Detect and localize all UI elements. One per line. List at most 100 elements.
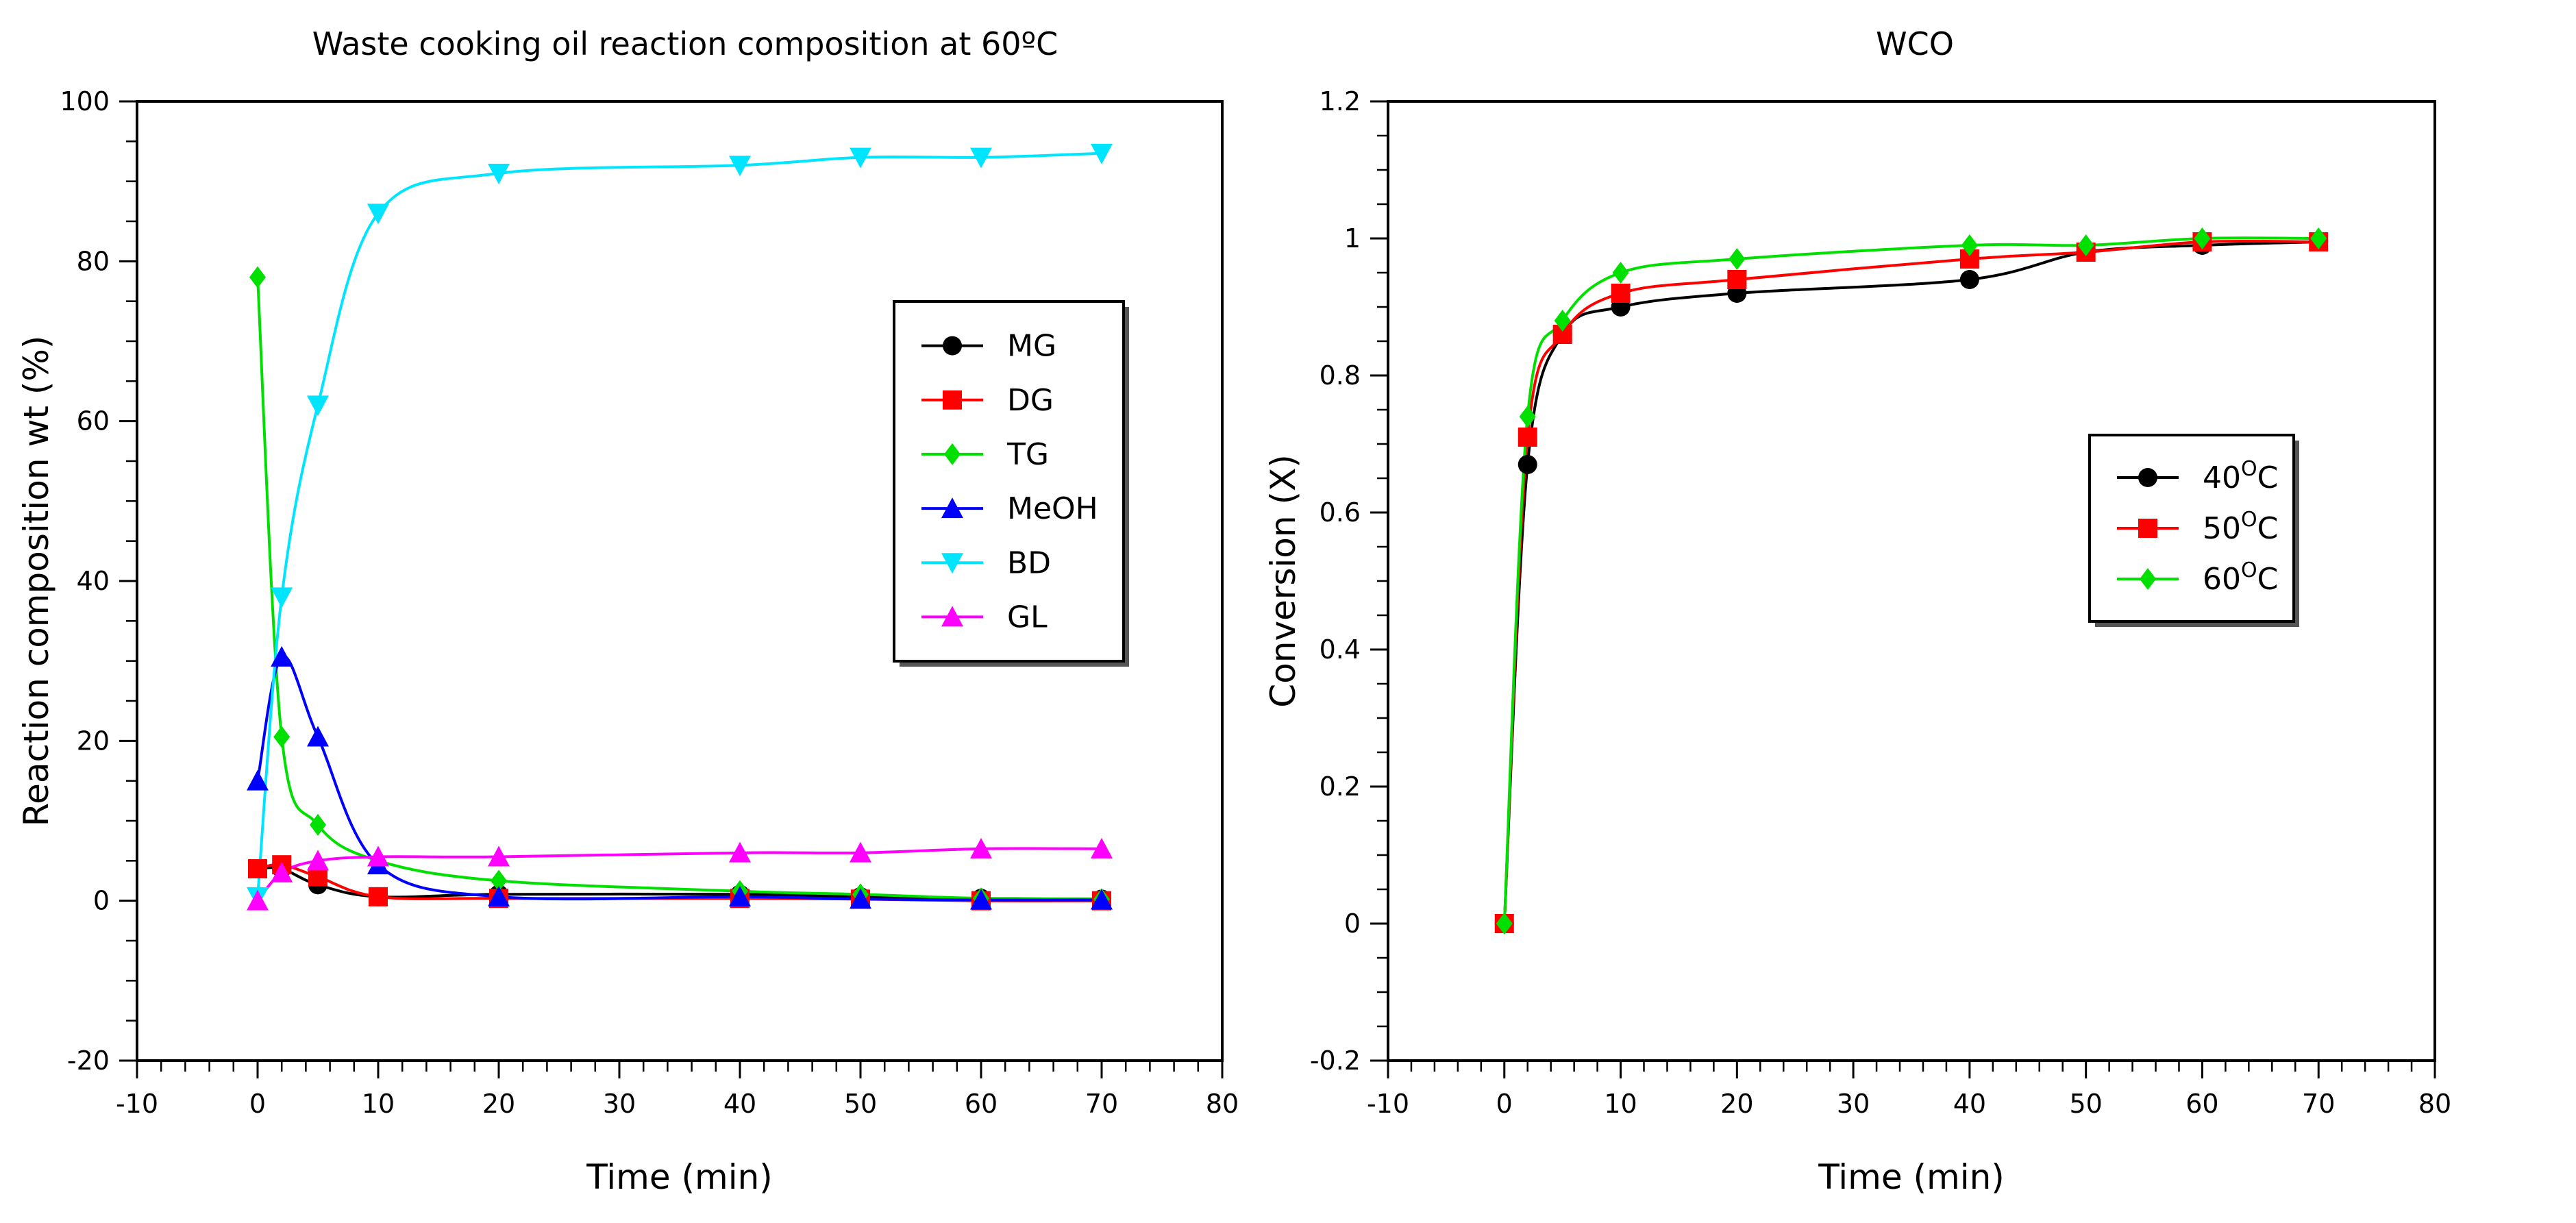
y-tick-label: 0.6 bbox=[1320, 497, 1361, 528]
x-axis-label: Time (min) bbox=[1818, 1157, 2005, 1197]
x-tick-label: -10 bbox=[1367, 1089, 1409, 1119]
legend-box bbox=[893, 300, 1125, 663]
data-point-bd bbox=[367, 203, 389, 225]
data-point-60c bbox=[1729, 248, 1746, 270]
y-tick-label: 0.8 bbox=[1320, 360, 1361, 391]
x-axis-label: Time (min) bbox=[586, 1157, 773, 1197]
data-point-tg bbox=[491, 869, 507, 892]
legend-label-dg: DG bbox=[1007, 383, 1054, 418]
y-tick-label: 0 bbox=[1344, 909, 1361, 939]
legend-swatch-marker-bd bbox=[941, 553, 963, 574]
legend-degree-symbol: O bbox=[2241, 508, 2257, 532]
data-point-60c bbox=[2194, 227, 2211, 249]
data-point-gl bbox=[850, 841, 871, 863]
data-point-60c bbox=[1612, 262, 1629, 284]
data-point-tg bbox=[310, 813, 326, 836]
data-point-dg bbox=[248, 859, 267, 878]
data-point-meoh bbox=[729, 885, 751, 906]
data-point-gl bbox=[970, 837, 992, 858]
data-point-meoh bbox=[488, 885, 510, 906]
legend-unit: C bbox=[2257, 460, 2279, 495]
legend-degree-symbol: O bbox=[2241, 457, 2257, 481]
data-point-gl bbox=[307, 850, 329, 871]
x-tick-label: 30 bbox=[603, 1089, 636, 1119]
data-point-50c bbox=[1611, 284, 1631, 303]
legend-unit: C bbox=[2257, 511, 2279, 546]
data-point-bd bbox=[488, 164, 510, 184]
y-tick-label: 60 bbox=[77, 406, 110, 436]
legend-label-tg: TG bbox=[1006, 437, 1049, 472]
x-tick-label: 20 bbox=[482, 1089, 515, 1119]
series-line-60c bbox=[1502, 236, 2319, 924]
data-point-dg bbox=[369, 887, 388, 906]
data-point-bd bbox=[970, 147, 992, 169]
data-point-bd bbox=[271, 587, 293, 608]
x-tick-label: 80 bbox=[1206, 1089, 1239, 1119]
x-tick-label: 80 bbox=[2418, 1089, 2451, 1119]
x-tick-label: 40 bbox=[1953, 1089, 1986, 1119]
data-point-meoh bbox=[307, 726, 329, 747]
legend-label-bd: BD bbox=[1007, 545, 1051, 580]
y-tick-label: 100 bbox=[60, 86, 110, 116]
legend-swatch-marker-mg bbox=[943, 336, 962, 356]
legend-unit: C bbox=[2257, 562, 2279, 597]
legend-swatch-marker-tg bbox=[944, 443, 961, 465]
data-point-50c bbox=[1518, 428, 1537, 447]
chart-composition: Waste cooking oil reaction composition a… bbox=[16, 25, 1239, 1197]
data-point-60c bbox=[1961, 234, 1978, 256]
x-tick-label: 10 bbox=[1604, 1089, 1637, 1119]
data-point-gl bbox=[367, 845, 389, 867]
legend: MG DG TG MeOH BD GL bbox=[893, 300, 1129, 667]
data-point-gl bbox=[1091, 837, 1113, 858]
series-line-meoh bbox=[256, 654, 1102, 902]
y-tick-label: 80 bbox=[77, 246, 110, 276]
data-point-gl bbox=[271, 861, 293, 882]
legend: 40OC 50OC 60OC bbox=[2088, 434, 2299, 627]
data-point-meoh bbox=[970, 889, 992, 910]
data-point-60c bbox=[1519, 406, 1536, 428]
legend-label-40c: 40OC bbox=[2203, 457, 2278, 495]
y-tick-label: 20 bbox=[77, 726, 110, 756]
data-point-bd bbox=[850, 147, 871, 169]
data-point-60c bbox=[1554, 310, 1571, 332]
data-point-50c bbox=[1727, 270, 1747, 289]
y-tick-label: -0.2 bbox=[1310, 1046, 1361, 1076]
series-line-tg bbox=[256, 277, 1102, 901]
x-tick-label: 10 bbox=[362, 1089, 395, 1119]
x-tick-label: -10 bbox=[116, 1089, 158, 1119]
y-axis-label: Conversion (X) bbox=[1263, 454, 1303, 707]
legend-swatch-marker-meoh bbox=[941, 497, 963, 519]
legend-label-50c: 50OC bbox=[2203, 508, 2278, 546]
x-tick-label: 20 bbox=[1720, 1089, 1753, 1119]
data-point-60c bbox=[2310, 227, 2327, 249]
x-tick-label: 60 bbox=[2185, 1089, 2218, 1119]
y-tick-label: 0 bbox=[93, 886, 110, 916]
data-point-bd bbox=[1091, 143, 1113, 164]
y-tick-label: 0.4 bbox=[1320, 634, 1361, 665]
y-tick-label: -20 bbox=[67, 1046, 110, 1076]
x-tick-label: 0 bbox=[249, 1089, 266, 1119]
legend-swatch-marker-40c bbox=[2138, 468, 2157, 487]
data-point-40c bbox=[1959, 270, 1979, 289]
data-point-meoh bbox=[850, 888, 871, 909]
y-axis-label: Reaction composition wt (%) bbox=[16, 336, 56, 827]
x-tick-label: 60 bbox=[965, 1089, 998, 1119]
data-point-60c bbox=[2077, 234, 2094, 256]
data-point-meoh bbox=[247, 769, 269, 791]
x-tick-label: 70 bbox=[1085, 1089, 1118, 1119]
y-tick-label: 1 bbox=[1344, 223, 1361, 254]
x-tick-label: 30 bbox=[1837, 1089, 1870, 1119]
data-point-meoh bbox=[271, 645, 293, 667]
x-tick-label: 50 bbox=[2069, 1089, 2102, 1119]
chart-title: Waste cooking oil reaction composition a… bbox=[312, 25, 1058, 62]
y-tick-label: 40 bbox=[77, 566, 110, 596]
chart-title: WCO bbox=[1876, 25, 1954, 62]
legend-swatch-marker-dg bbox=[943, 390, 962, 410]
legend-label-meoh: MeOH bbox=[1007, 491, 1098, 526]
data-point-bd bbox=[729, 156, 751, 177]
data-point-40c bbox=[1518, 455, 1537, 474]
legend-swatch-marker-gl bbox=[941, 606, 963, 627]
data-point-meoh bbox=[1091, 889, 1113, 910]
chart-conversion: WCO -10 0 10 20 30 40 50 60 70 80 -0.2 0 0.2 0.4 0.6 0.… bbox=[1263, 25, 2451, 1197]
